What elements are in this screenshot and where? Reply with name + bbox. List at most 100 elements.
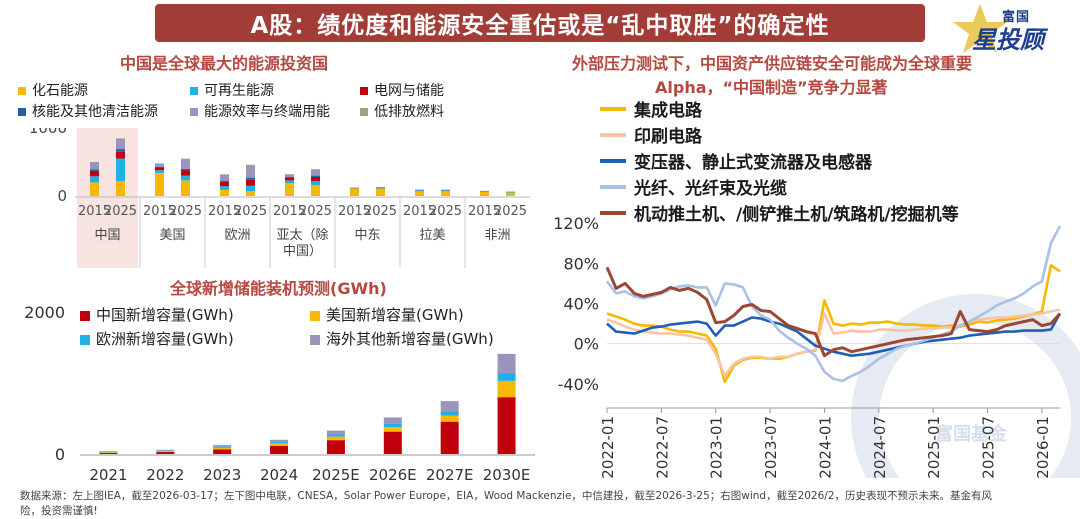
- year-tick-label: 2025: [429, 204, 462, 219]
- region-label: 非洲: [484, 228, 510, 243]
- bar-series-0-2-0: [220, 190, 229, 196]
- bar-series-3-7: [498, 354, 516, 373]
- bar-series-0-0-0: [90, 182, 99, 196]
- bar-series-4-1-0: [155, 164, 164, 167]
- legend-label: 集成电路: [634, 96, 702, 121]
- source-footnote: 数据来源：左上图IEA，截至2026-03-17；左下图中电联，CNESA，So…: [20, 489, 1070, 519]
- bar-series-3-1-0: [155, 167, 164, 168]
- bar-series-1-6-0: [480, 191, 489, 192]
- y-tick-label: -40%: [558, 375, 599, 394]
- legend-label: 低排放燃料: [374, 104, 444, 120]
- bar-series-3-0: [99, 451, 117, 452]
- bar-series-3-0-0: [90, 169, 99, 170]
- bar-series-2-2-1: [246, 180, 255, 186]
- supply-legend-item-1: 印刷电路: [600, 122, 702, 147]
- bar-series-0-0: [99, 453, 117, 454]
- bar-series-0-1-0: [155, 173, 164, 196]
- bar-series-1-4-1: [376, 188, 385, 189]
- y-tick-label: 80%: [563, 254, 599, 273]
- category-tick-label: 2027E: [426, 466, 474, 484]
- y-tick-label: 2000: [24, 303, 65, 322]
- energy-legend-item-1: 可再生能源: [190, 80, 274, 100]
- y-tick-label: 0: [55, 445, 65, 464]
- bar-series-0-4-0: [350, 189, 359, 196]
- bar-series-1-5: [384, 427, 402, 432]
- region-label: 欧洲: [224, 228, 250, 243]
- bar-series-0-6-0: [480, 192, 489, 196]
- x-tick-label: 2022-01: [599, 416, 617, 478]
- bar-series-3-1-1: [181, 169, 190, 170]
- legend-swatch: [360, 108, 368, 116]
- legend-line-swatch: [600, 159, 626, 163]
- bar-series-1-1-0: [155, 170, 164, 173]
- bar-series-1-1-1: [181, 176, 190, 181]
- legend-line-swatch: [600, 107, 626, 111]
- bar-series-3-0-1: [116, 149, 125, 152]
- bar-series-2-4: [327, 434, 345, 436]
- bar-series-3-3: [270, 440, 288, 442]
- legend-swatch: [190, 108, 198, 116]
- bar-series-3-5: [384, 417, 402, 423]
- legend-swatch: [190, 87, 198, 95]
- storage-chart-title: 全球新增储能装机预测(GWh): [170, 275, 387, 299]
- bar-series-0-7: [498, 397, 516, 454]
- supply-legend-item-3: 光纤、光纤束及光缆: [600, 174, 787, 199]
- year-tick-label: 2025: [104, 204, 137, 219]
- bar-series-2-7: [498, 373, 516, 381]
- category-tick-label: 2023: [203, 466, 241, 484]
- bar-series-3-2: [213, 445, 231, 446]
- y-tick-label: 40%: [563, 294, 599, 313]
- legend-swatch: [360, 87, 368, 95]
- energy-legend-item-5: 低排放燃料: [360, 101, 444, 121]
- legend-label: 变压器、静止式变流器及电感器: [634, 148, 872, 173]
- bar-series-4-2-0: [220, 175, 229, 181]
- bar-series-1-6: [441, 416, 459, 422]
- bar-series-4-2-1: [246, 165, 255, 177]
- category-tick-label: 2026E: [369, 466, 417, 484]
- logo-line2: 星投顾: [972, 20, 1044, 55]
- bar-series-4-0-0: [90, 162, 99, 169]
- bar-series-0-3-0: [285, 183, 294, 196]
- bar-series-0-5-1: [441, 191, 450, 196]
- x-tick-label: 2024-01: [816, 416, 834, 478]
- bar-series-1-0-1: [116, 159, 125, 181]
- bar-series-0-3-1: [311, 185, 320, 196]
- y-tick-label: 1000: [29, 128, 67, 137]
- year-tick-label: 2025: [364, 204, 397, 219]
- legend-label: 能源效率与终端用能: [204, 104, 330, 120]
- region-label: 中东: [354, 228, 380, 243]
- bar-series-0-6-1: [506, 193, 515, 196]
- bar-series-2-3: [270, 442, 288, 443]
- bar-series-0-4-1: [376, 189, 385, 196]
- legend-label: 光纤、光纤束及光缆: [634, 174, 787, 199]
- bar-series-3-3-0: [285, 177, 294, 178]
- year-tick-label: 2025: [494, 204, 527, 219]
- year-tick-label: 2025: [169, 204, 202, 219]
- supply-chart-title-line2: Alpha，“中国制造”竞争力显著: [655, 74, 888, 98]
- bar-series-1-4: [327, 437, 345, 441]
- bar-series-0-6: [441, 422, 459, 454]
- x-tick-label: 2025-01: [925, 416, 943, 478]
- bar-series-0-2-1: [246, 191, 255, 196]
- bar-series-3-2-1: [246, 178, 255, 180]
- bar-series-1-3-0: [285, 180, 294, 183]
- bar-series-2-1-1: [181, 170, 190, 175]
- bar-series-1-2-0: [220, 186, 229, 190]
- bar-series-1-5-1: [441, 190, 450, 191]
- energy-legend-item-3: 核能及其他清洁能源: [18, 101, 158, 121]
- bar-series-1-0: [99, 452, 117, 453]
- bar-series-4-3-0: [285, 174, 294, 177]
- region-label-cont: 中国）: [283, 244, 322, 259]
- region-label: 美国: [159, 228, 185, 243]
- bar-series-1-5-0: [415, 190, 424, 191]
- region-label: 亚太（除: [276, 228, 328, 243]
- bar-series-1-1: [156, 451, 174, 452]
- y-tick-label: 0%: [574, 335, 599, 354]
- bar-series-5-2-1: [246, 165, 255, 166]
- x-tick-label: 2022-07: [653, 416, 671, 478]
- energy-investment-chart: 0100020152025中国20152025美国20152025欧洲20152…: [10, 128, 540, 268]
- x-tick-label: 2026-01: [1034, 416, 1052, 478]
- legend-line-swatch: [600, 185, 626, 189]
